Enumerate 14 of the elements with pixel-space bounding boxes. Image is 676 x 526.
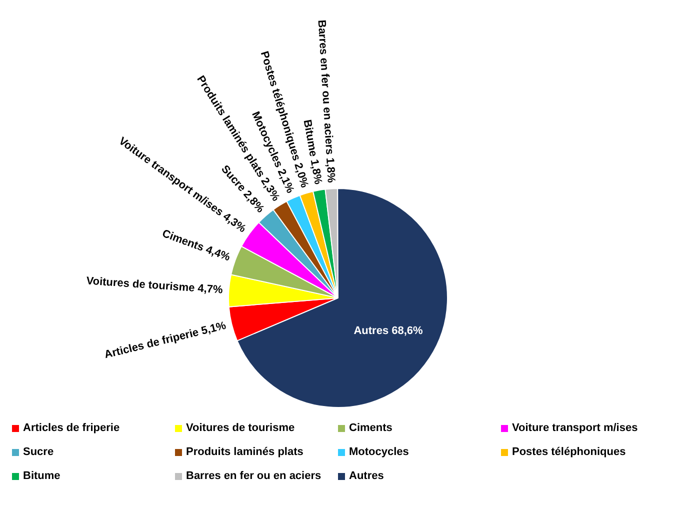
legend-label: Autres: [349, 470, 384, 482]
data-label: Articles de friperie 5,1%: [103, 320, 228, 362]
legend-label: Voitures de tourisme: [186, 422, 295, 434]
legend-label: Sucre: [23, 446, 54, 458]
data-label: Autres 68,6%: [354, 325, 424, 338]
legend-label: Postes téléphoniques: [512, 446, 626, 458]
legend-label: Voiture transport m/ises: [512, 422, 638, 434]
legend-label: Produits laminés plats: [186, 446, 304, 458]
legend-label: Articles de friperie: [23, 422, 120, 434]
legend-label: Barres en fer ou en aciers: [186, 470, 322, 482]
data-label: Voitures de tourisme 4,7%: [86, 275, 224, 296]
legend-label: Motocycles: [349, 446, 409, 458]
legend-label: Bitume: [23, 470, 60, 482]
legend-label: Ciments: [349, 422, 392, 434]
